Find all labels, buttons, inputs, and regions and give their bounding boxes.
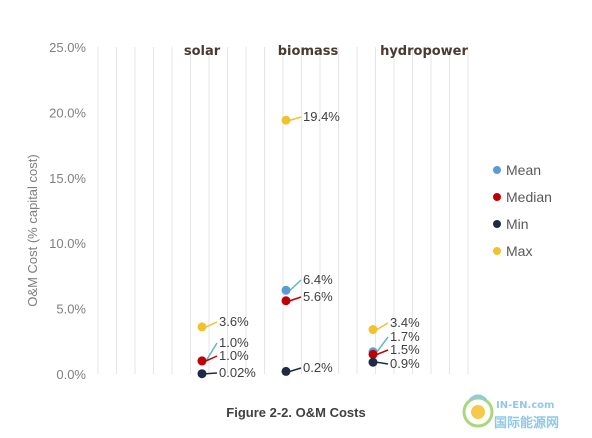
y-tick-label: 20.0%	[49, 105, 86, 120]
watermark: IN-EN.com 国际能源网	[462, 394, 559, 431]
category-label: solar	[184, 44, 221, 59]
data-point-median	[197, 356, 207, 366]
data-point-mean	[281, 285, 291, 295]
leader-line	[205, 372, 218, 375]
data-label: 1.0%	[219, 335, 249, 350]
legend-label: Median	[506, 189, 552, 205]
legend-label: Min	[506, 216, 529, 232]
legend-marker	[493, 247, 501, 255]
grid	[97, 47, 469, 374]
y-axis-ticks: 0.0% 5.0% 10.0% 15.0% 20.0% 25.0%	[49, 40, 86, 382]
watermark-domain: IN-EN.com	[496, 400, 554, 411]
y-tick-label: 10.0%	[49, 236, 86, 251]
legend-marker	[493, 166, 501, 174]
y-axis-label: O&M Cost (% capital cost)	[25, 154, 40, 306]
data-point-median	[281, 296, 291, 306]
data-label: 3.6%	[219, 314, 249, 329]
leader-line	[289, 367, 302, 373]
watermark-logo-icon	[462, 394, 494, 428]
data-label: 1.5%	[390, 342, 420, 357]
data-label: 1.7%	[390, 329, 420, 344]
data-point-min	[281, 366, 291, 376]
data-point-max	[197, 322, 207, 332]
leader-line	[376, 349, 389, 356]
data-label: 5.6%	[303, 289, 333, 304]
data-point-max	[281, 115, 291, 125]
data-label: 0.9%	[390, 356, 420, 371]
legend-marker	[493, 193, 501, 201]
leader-line	[376, 336, 389, 353]
leader-line	[376, 322, 389, 331]
legend: Mean Median Min Max	[493, 162, 552, 259]
data-point-max	[368, 325, 378, 335]
data-point-min	[197, 369, 207, 379]
data-point-median	[368, 349, 378, 359]
leader-line	[376, 361, 389, 365]
leader-line	[289, 116, 302, 121]
leader-line	[289, 279, 302, 291]
data-label: 0.02%	[219, 365, 256, 380]
leader-line	[289, 296, 302, 302]
category-label: biomass	[278, 44, 339, 59]
leader-line	[205, 355, 218, 362]
leader-line	[205, 342, 218, 362]
y-tick-label: 5.0%	[56, 302, 86, 317]
data-marks: 1.0% 6.4% 1.7% 1.0% 5.6% 1.5% 0.02% 0.2% 0.9% 3.6…	[197, 109, 420, 380]
category-labels: solar biomass hydropower	[184, 44, 469, 59]
data-label: 3.4%	[390, 315, 420, 330]
y-tick-label: 25.0%	[49, 40, 86, 55]
y-tick-label: 0.0%	[56, 367, 86, 382]
leader-line	[205, 321, 218, 328]
category-label: hydropower	[380, 44, 468, 59]
figure-caption: Figure 2-2. O&M Costs	[226, 405, 365, 420]
data-label: 0.2%	[303, 360, 333, 375]
legend-label: Mean	[506, 162, 541, 178]
watermark-site: 国际能源网	[494, 415, 559, 431]
legend-label: Max	[506, 243, 532, 259]
data-label: 19.4%	[303, 109, 340, 124]
data-label: 1.0%	[219, 348, 249, 363]
y-tick-label: 15.0%	[49, 171, 86, 186]
data-point-min	[368, 357, 378, 367]
data-label: 6.4%	[303, 272, 333, 287]
legend-marker	[493, 220, 501, 228]
